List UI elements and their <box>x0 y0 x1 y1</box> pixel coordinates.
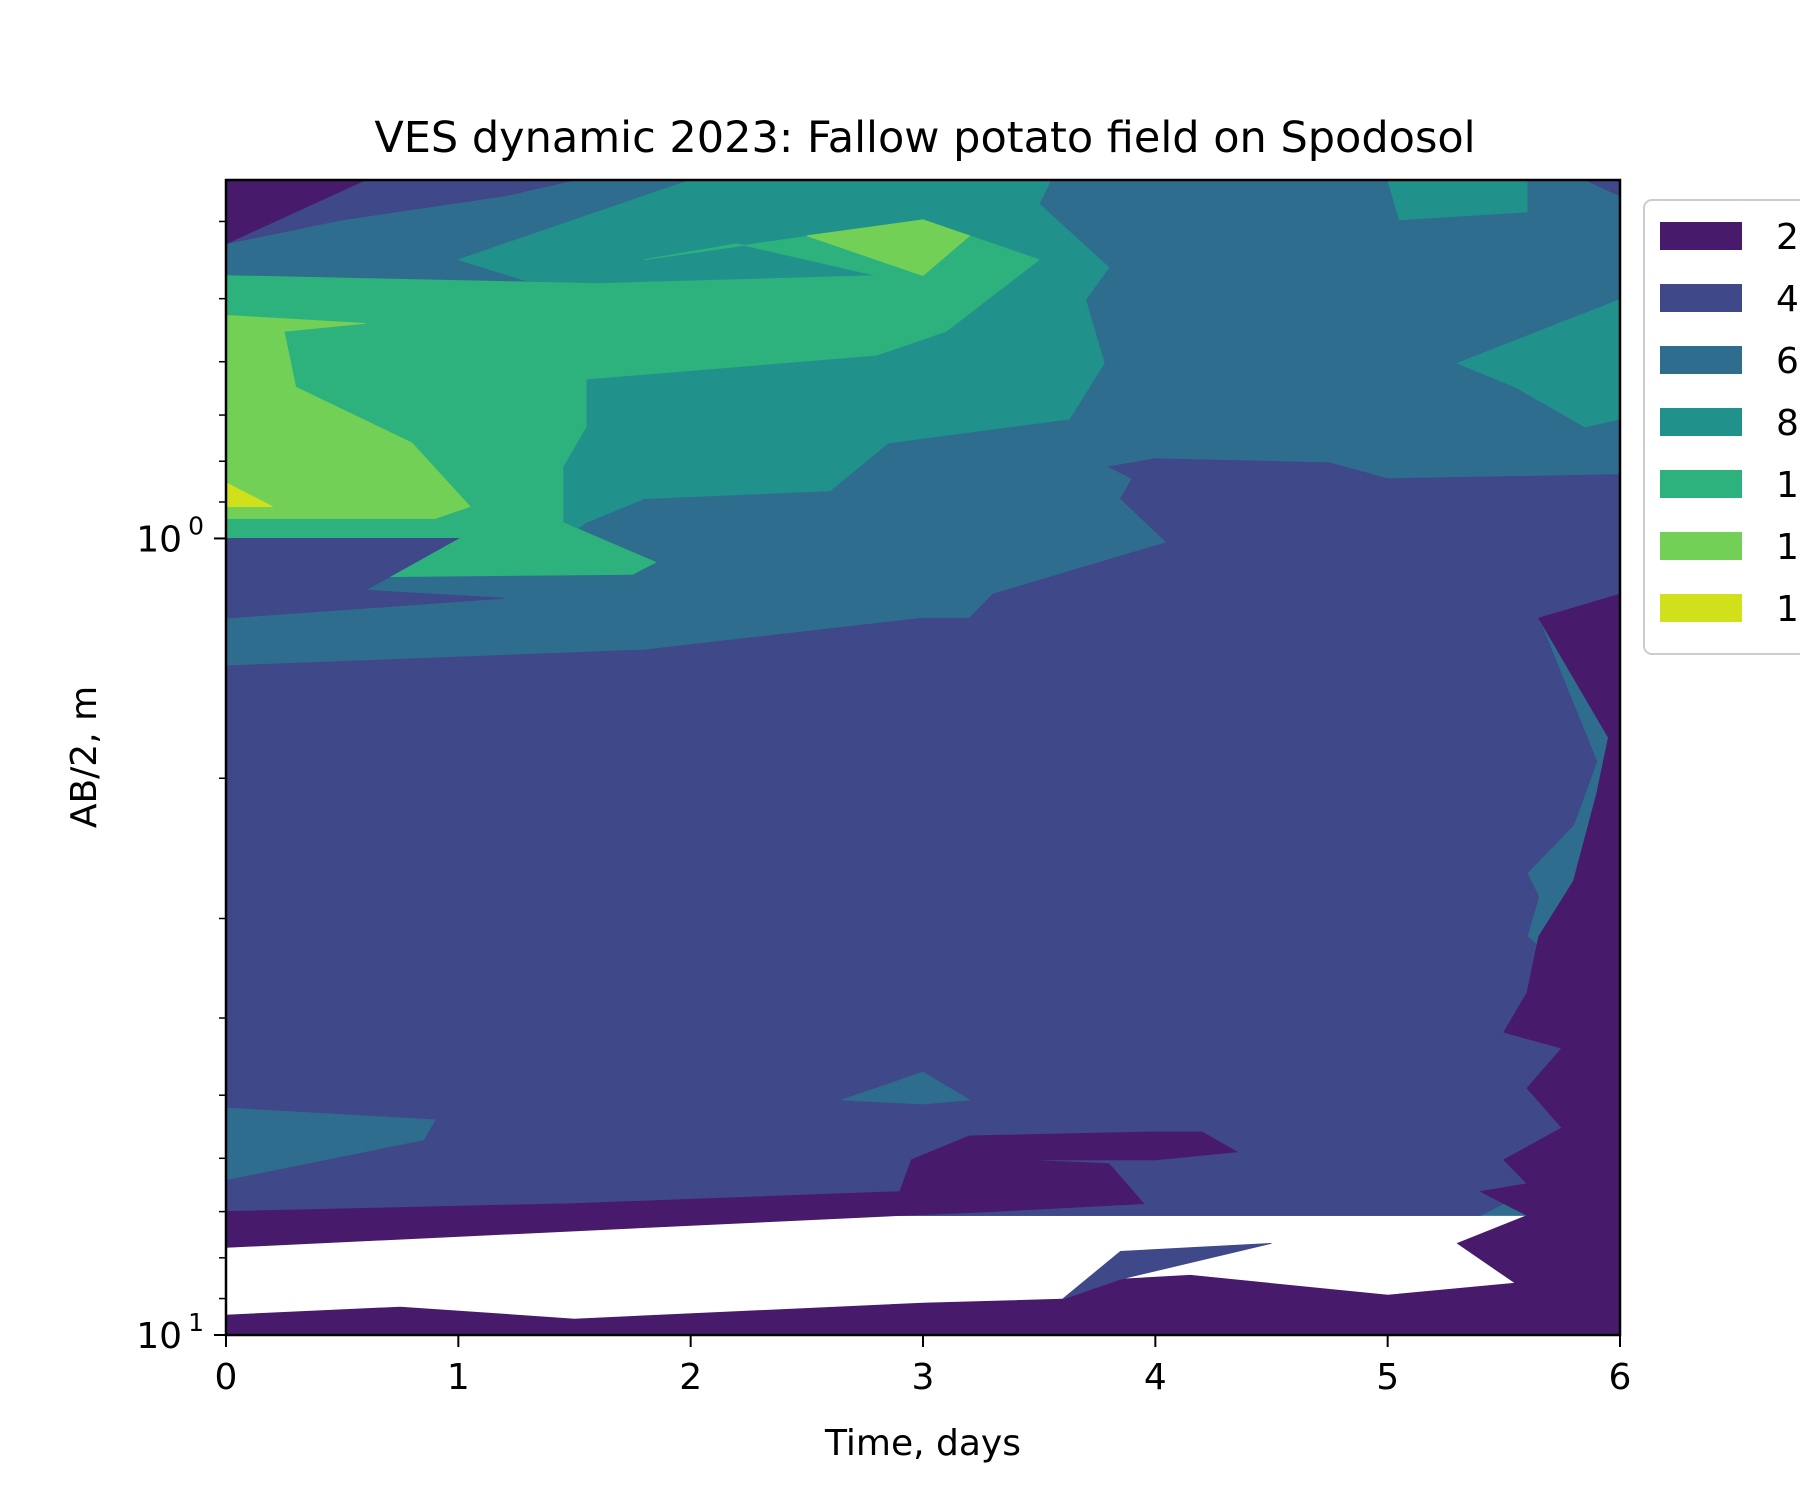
x-tick-label: 2 <box>679 1357 702 1398</box>
x-tick-label: 1 <box>447 1357 470 1398</box>
contour-region-l6 <box>226 314 471 519</box>
contour-region-l4 <box>1387 180 1528 221</box>
legend-swatch <box>1660 532 1742 560</box>
contour-region-l7 <box>226 482 273 508</box>
legend-swatch <box>1660 346 1742 374</box>
x-tick-label: 5 <box>1376 1357 1399 1398</box>
contour-region-l1 <box>226 593 1620 1335</box>
y-axis-label: AB/2, m <box>64 686 105 828</box>
contour-region-l3 <box>841 1071 971 1105</box>
x-tick-label: 0 <box>215 1357 238 1398</box>
legend: 2 4 6 8 1 1 1 <box>1643 199 1800 655</box>
legend-label: 6 <box>1776 341 1799 382</box>
legend-label: 2 <box>1776 217 1799 258</box>
contour-region-l6 <box>806 219 971 277</box>
contour-region-l1 <box>226 180 366 245</box>
legend-swatch <box>1660 408 1742 436</box>
legend-swatch <box>1660 284 1742 312</box>
legend-label: 1 <box>1776 589 1799 630</box>
y-tick-label: 10 <box>136 1316 182 1357</box>
x-tick-label: 3 <box>912 1357 935 1398</box>
x-tick-label: 6 <box>1609 1357 1632 1398</box>
legend-label: 1 <box>1776 465 1799 506</box>
legend-label: 8 <box>1776 403 1799 444</box>
x-axis-label: Time, days <box>824 1423 1021 1464</box>
contour-region-l1 <box>226 1131 1238 1248</box>
contour-region-l4 <box>1456 299 1620 428</box>
contour-region-l2 <box>1584 180 1620 197</box>
chart-title: VES dynamic 2023: Fallow potato field on… <box>374 113 1475 163</box>
legend-swatch <box>1660 470 1742 498</box>
y-tick-label: 10 <box>136 519 182 560</box>
x-axis: 0 1 2 3 4 5 6 <box>215 1335 1632 1398</box>
x-tick-label: 4 <box>1144 1357 1167 1398</box>
legend-label: 4 <box>1776 279 1799 320</box>
y-tick-exponent: 0 <box>188 511 204 540</box>
contour-regions <box>226 180 1620 1335</box>
y-tick-exponent: 1 <box>188 1308 204 1337</box>
contour-region-l2 <box>1062 1243 1272 1300</box>
legend-swatch <box>1660 222 1742 250</box>
contour-region-l3 <box>226 1107 436 1181</box>
legend-label: 1 <box>1776 527 1799 568</box>
contour-region-l2 <box>226 538 505 619</box>
legend-swatch <box>1660 594 1742 622</box>
